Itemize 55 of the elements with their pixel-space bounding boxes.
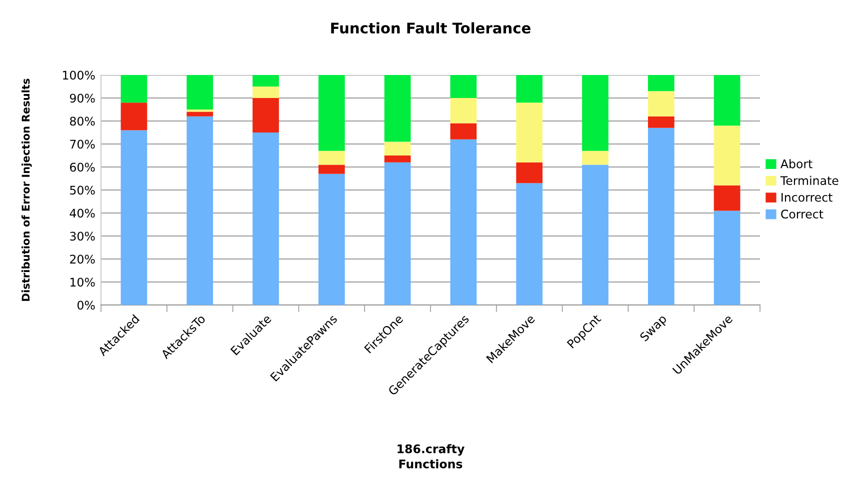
bar [714,210,740,305]
bar [450,139,477,305]
bar [186,112,214,116]
legend-label: Correct [781,210,824,219]
legend-label: Incorrect [782,193,832,202]
y-tick-label: 60% [70,162,95,172]
y-tick-label: 80% [70,116,95,126]
bar [648,128,674,305]
bar [516,183,543,305]
bar [648,91,674,116]
bar [384,162,411,305]
y-tick-label: 20% [70,254,95,264]
bar [450,123,477,140]
y-tick-label: 100% [62,70,95,80]
y-axis-title: Distribution of Error Injection Results [22,78,32,301]
legend-label: Terminate [780,176,838,186]
bar [120,102,148,130]
bar [516,162,543,184]
bar [384,156,411,162]
bar [714,126,740,186]
x-axis-title: 186.crafty Functions [398,444,464,468]
bar [252,75,279,86]
y-tick-label: 40% [70,208,95,218]
bar [648,116,674,128]
bar [516,75,543,103]
bar [582,164,608,305]
legend-label: Abort [780,159,812,168]
bar [384,142,411,156]
chart-title: Function Fault Tolerance [331,22,530,34]
bar [252,132,279,305]
bar [318,150,345,165]
bar [582,75,608,151]
bar [450,75,477,98]
bar [582,150,608,165]
bar [516,102,543,162]
bar [714,185,740,211]
bar [186,75,214,110]
bar [648,75,674,92]
bar [252,98,279,132]
y-tick-label: 70% [70,140,95,149]
bar [450,98,477,124]
bar [186,116,214,305]
bar [714,75,740,126]
bar [120,130,148,305]
y-tick-label: 90% [70,94,95,103]
bar [252,86,279,98]
bar [318,75,345,151]
y-tick-label: 0% [77,300,95,310]
bar [384,75,411,142]
bar [120,75,148,103]
y-tick-label: 50% [70,186,95,195]
y-tick-label: 30% [70,232,95,241]
y-tick-label: 10% [70,278,95,287]
bar [318,174,345,305]
bar [318,164,345,174]
